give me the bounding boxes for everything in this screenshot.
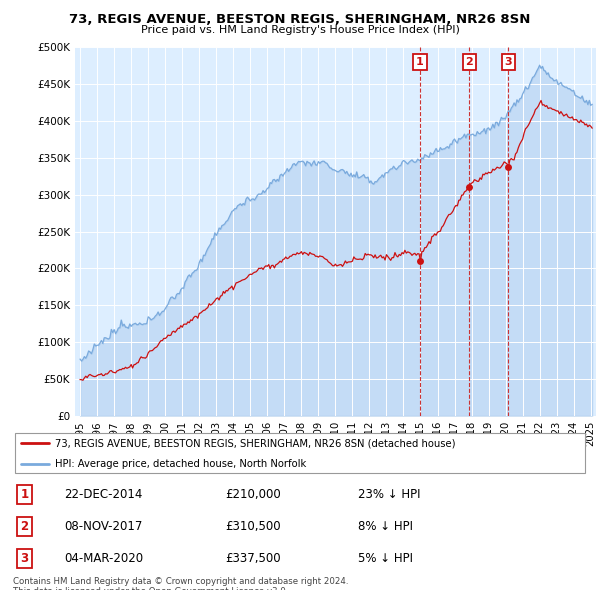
Text: 22-DEC-2014: 22-DEC-2014 xyxy=(64,488,142,501)
Text: 3: 3 xyxy=(20,552,29,565)
Text: 3: 3 xyxy=(505,57,512,67)
Text: £310,500: £310,500 xyxy=(225,520,281,533)
Text: Price paid vs. HM Land Registry's House Price Index (HPI): Price paid vs. HM Land Registry's House … xyxy=(140,25,460,35)
Text: HPI: Average price, detached house, North Norfolk: HPI: Average price, detached house, Nort… xyxy=(55,459,307,469)
FancyBboxPatch shape xyxy=(15,433,585,473)
Text: 1: 1 xyxy=(20,488,29,501)
Text: 2: 2 xyxy=(20,520,29,533)
Text: 8% ↓ HPI: 8% ↓ HPI xyxy=(358,520,413,533)
Text: 04-MAR-2020: 04-MAR-2020 xyxy=(64,552,143,565)
Text: 08-NOV-2017: 08-NOV-2017 xyxy=(64,520,142,533)
Text: 1: 1 xyxy=(416,57,424,67)
Text: Contains HM Land Registry data © Crown copyright and database right 2024.
This d: Contains HM Land Registry data © Crown c… xyxy=(13,577,349,590)
Text: 73, REGIS AVENUE, BEESTON REGIS, SHERINGHAM, NR26 8SN (detached house): 73, REGIS AVENUE, BEESTON REGIS, SHERING… xyxy=(55,438,456,448)
Text: £210,000: £210,000 xyxy=(225,488,281,501)
Text: 5% ↓ HPI: 5% ↓ HPI xyxy=(358,552,413,565)
Text: 2: 2 xyxy=(465,57,473,67)
Text: 23% ↓ HPI: 23% ↓ HPI xyxy=(358,488,420,501)
Text: 73, REGIS AVENUE, BEESTON REGIS, SHERINGHAM, NR26 8SN: 73, REGIS AVENUE, BEESTON REGIS, SHERING… xyxy=(70,13,530,26)
Text: £337,500: £337,500 xyxy=(225,552,281,565)
